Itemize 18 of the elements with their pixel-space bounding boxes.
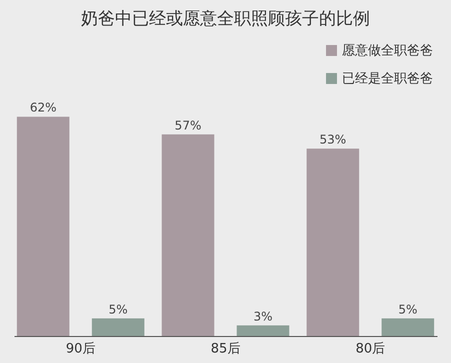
data-label: 3% <box>253 309 273 324</box>
data-label: 5% <box>108 302 128 316</box>
data-label: 53% <box>320 132 346 147</box>
x-tick-label: 80后 <box>356 342 386 356</box>
data-label: 62% <box>30 100 56 115</box>
bar <box>162 134 214 336</box>
bar <box>92 318 144 336</box>
legend-label: 已经是全职爸爸 <box>342 72 433 86</box>
chart-title: 奶爸中已经或愿意全职照顾孩子的比例 <box>81 9 370 29</box>
bar <box>306 148 360 336</box>
legend-label: 愿意做全职爸爸 <box>342 44 433 58</box>
data-label: 5% <box>398 302 418 316</box>
x-tick-label: 85后 <box>210 342 240 356</box>
x-tick-label: 90后 <box>66 342 96 356</box>
bar <box>236 325 290 336</box>
bar <box>16 116 70 336</box>
data-label: 57% <box>174 118 202 132</box>
bar <box>382 318 434 336</box>
